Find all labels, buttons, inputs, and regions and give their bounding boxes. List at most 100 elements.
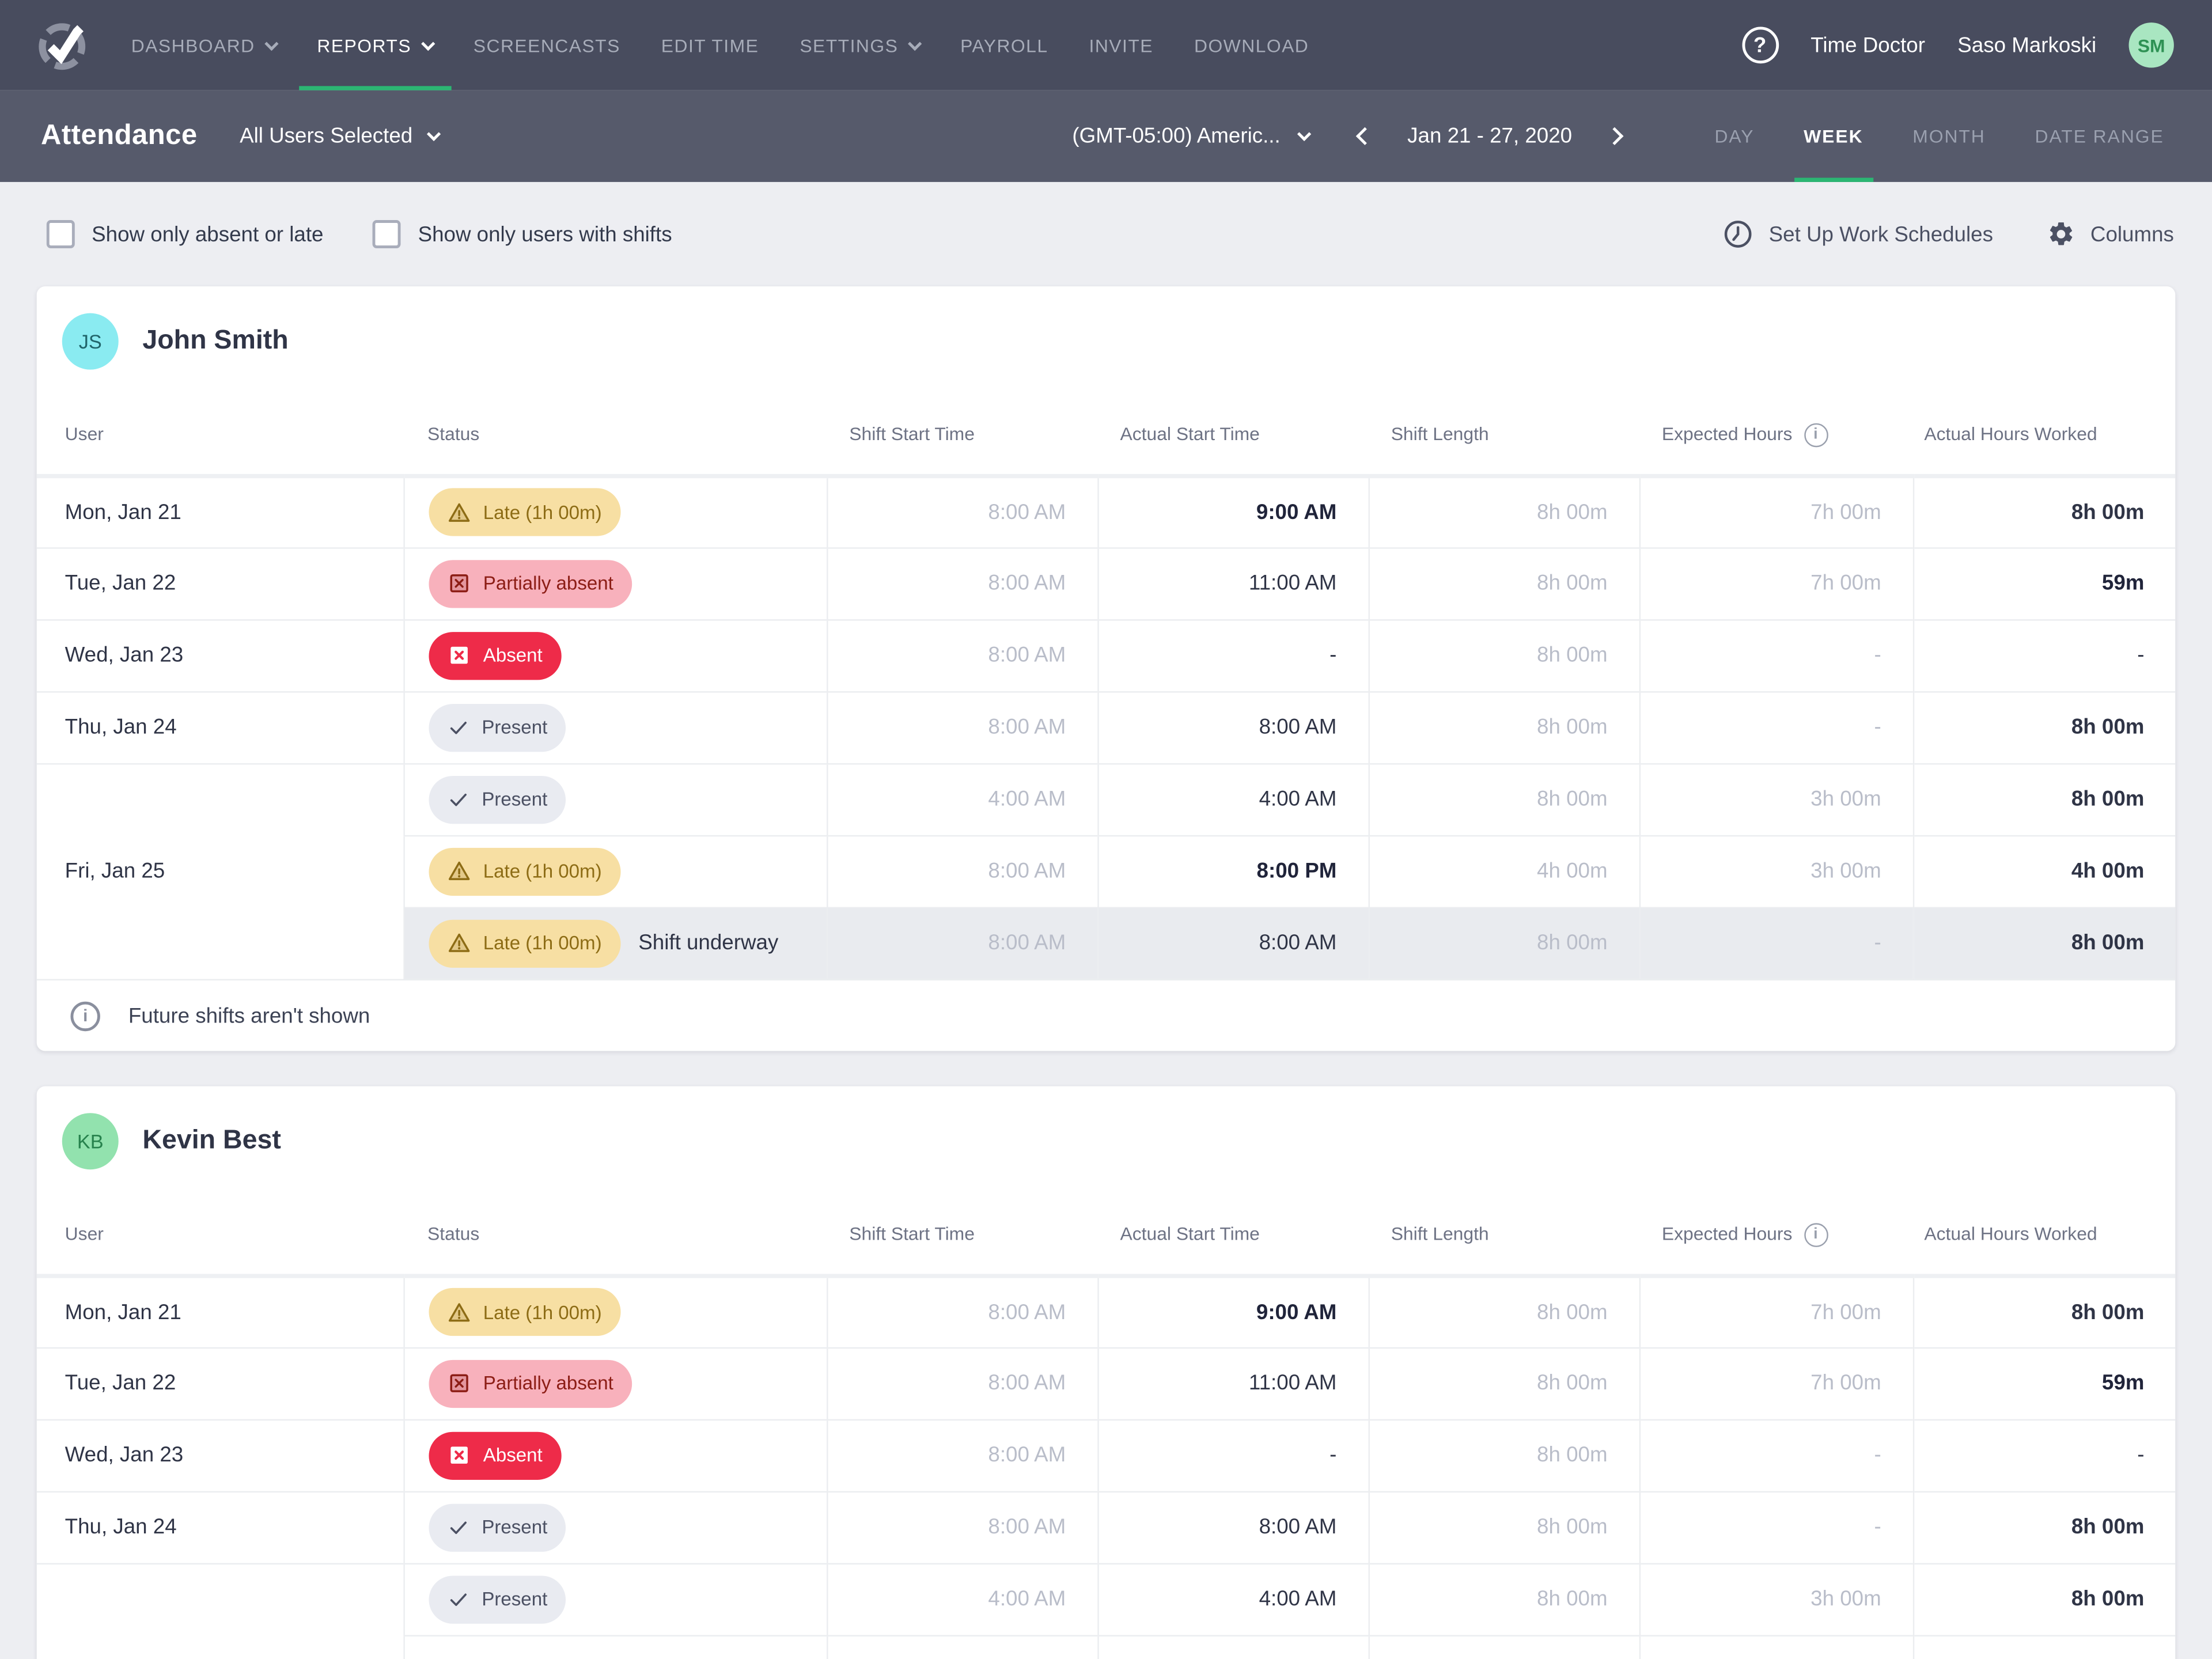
status-badge-label: Present [482,1516,548,1538]
status-badge-label: Present [482,1588,548,1610]
status-wrap: Late (1h 00m) [428,488,826,536]
cell-shift-start-time: 8:00 AM [825,906,1098,979]
warning-triangle-icon [448,861,469,880]
next-period-button[interactable] [1596,118,1633,154]
nav-item-invite[interactable]: INVITE [1071,0,1172,90]
nav-item-download[interactable]: DOWNLOAD [1176,0,1327,90]
cell-actual-start-time: 4:00 AM [1097,762,1369,835]
tab-week[interactable]: WEEK [1794,90,1874,182]
user-avatar[interactable]: SM [2128,22,2174,68]
cell-shift-length: 4h 00m [1368,834,1639,907]
attendance-row: Present 4:00 AM 4:00 AM 8h 00m 3h 00m 8h 00m [36,1562,2176,1659]
cell-shift-length: 8h 00m [1368,1562,1639,1635]
status-wrap: Late (1h 00m) [428,1287,826,1336]
column-header-label: Shift Length [1391,422,1489,444]
users-filter-dropdown[interactable]: All Users Selected [240,124,442,149]
tab-day[interactable]: DAY [1714,125,1755,147]
cell-date: Wed, Jan 23 [36,618,404,691]
cell-expected-hours: 7h 00m [1638,1346,1913,1419]
checkbox-users-with-shifts[interactable] [373,220,402,249]
status-extra-label: Shift underway [638,931,779,956]
cell-shift-start-time: 8:00 AM [825,546,1098,620]
cell-shift-length: 8h 00m [1368,762,1639,835]
cell-shift-start-time: 8:00 AM [825,1275,1098,1347]
user-card-header: KB Kevin Best [37,1086,2176,1195]
status-badge-present: Present [428,703,566,752]
cell-status: Present [403,690,827,763]
cell-empty [825,1634,1098,1659]
cell-shift-length: 8h 00m [1368,1346,1639,1419]
checkmark-icon [449,793,466,806]
users-filter-value: All Users Selected [240,124,413,149]
nav-item-dashboard[interactable]: DASHBOARD [113,0,294,90]
tab-month[interactable]: MONTH [1912,125,1986,147]
page-title: Attendance [41,120,198,151]
cell-expected-hours: 3h 00m [1638,834,1913,907]
cell-date [36,1562,404,1659]
cell-actual-start-time: 9:00 AM [1097,475,1369,548]
status-badge-partial: Partially absent [428,559,632,608]
cell-shift-start-time: 8:00 AM [825,1490,1098,1563]
box-x-icon [450,646,467,664]
tab-date-range[interactable]: DATE RANGE [2035,125,2164,147]
nav-item-edit-time[interactable]: EDIT TIME [643,0,777,90]
status-wrap: Absent [428,631,826,680]
cell-shift-start-time: 4:00 AM [825,1562,1098,1635]
timezone-dropdown[interactable]: (GMT-05:00) Americ... [1072,124,1311,149]
cell-shift-length: 8h 00m [1368,1490,1639,1563]
cell-shift-length: 8h 00m [1368,546,1639,620]
col-actual-start-time: Actual Start Time [1097,1195,1369,1278]
col-actual-hours-worked: Actual Hours Worked [1912,395,2176,478]
nav-item-label: SETTINGS [800,35,899,56]
filter-show-users-with-shifts[interactable]: Show only users with shifts [373,220,672,249]
chevron-down-icon [427,127,442,141]
cell-date: Thu, Jan 24 [36,690,404,763]
nav-item-reports[interactable]: REPORTS [298,0,451,90]
user-name: John Smith [142,325,289,356]
cell-expected-hours: - [1638,618,1913,691]
columns-button[interactable]: Columns [2047,220,2174,248]
cell-actual-hours-worked: - [1912,1418,2176,1491]
nav-item-settings[interactable]: SETTINGS [782,0,938,90]
attendance-row: Mon, Jan 21 Late (1h 00m) 8:00 AM 9:00 AM 8h… [37,1275,2176,1347]
info-icon[interactable]: i [1804,423,1828,447]
filter-show-absent-late[interactable]: Show only absent or late [46,220,324,249]
setup-work-schedules-button[interactable]: Set Up Work Schedules [1722,219,1993,250]
chevron-left-icon [1356,127,1374,145]
timezone-value: (GMT-05:00) Americ... [1072,124,1281,149]
chevron-right-icon [1605,127,1624,145]
status-wrap: Present [428,775,826,823]
cell-expected-hours: - [1638,1490,1913,1563]
cell-expected-hours: 3h 00m [1638,762,1913,835]
future-shifts-note-text: Future shifts aren't shown [128,1003,370,1028]
cell-status: Absent [403,618,827,691]
cell-empty [403,1634,827,1659]
date-controls: (GMT-05:00) Americ... Jan 21 - 27, 2020 … [1072,90,2173,182]
future-shifts-note: i Future shifts aren't shown [36,979,2176,1051]
date-range-label: Jan 21 - 27, 2020 [1407,124,1573,149]
cell-expected-hours: - [1638,906,1913,979]
cell-actual-hours-worked: 8h 00m [1912,906,2176,979]
checkbox-absent-late[interactable] [46,220,75,249]
status-wrap: Late (1h 00m) [428,847,826,895]
status-wrap: Partially absent [428,1359,826,1407]
cell-actual-start-time: 11:00 AM [1097,546,1369,620]
help-icon[interactable]: ? [1741,26,1778,64]
cell-shift-length: 8h 00m [1368,1275,1639,1347]
avatar: JS [62,313,119,370]
column-header-label: Shift Length [1391,1222,1489,1244]
nav-item-screencasts[interactable]: SCREENCASTS [455,0,639,90]
cell-actual-start-time: 8:00 AM [1097,1490,1369,1563]
prev-period-button[interactable] [1347,118,1384,154]
attendance-row: Thu, Jan 24 Present 8:00 AM 8:00 AM 8h 00m -8… [36,1490,2176,1563]
timedoctor-logo-icon[interactable] [34,17,90,73]
info-icon[interactable]: i [1804,1222,1828,1247]
status-badge-label: Present [482,788,548,810]
cell-actual-hours-worked: 8h 00m [1912,1562,2176,1635]
attendance-row-partial [37,1634,2176,1659]
status-badge-label: Late (1h 00m) [483,1301,602,1323]
status-badge-present: Present [428,1503,566,1551]
nav-item-payroll[interactable]: PAYROLL [942,0,1066,90]
cell-status: Present [403,1562,827,1635]
top-nav: DASHBOARD REPORTS SCREENCASTS EDIT TIME SETT… [0,0,2212,90]
